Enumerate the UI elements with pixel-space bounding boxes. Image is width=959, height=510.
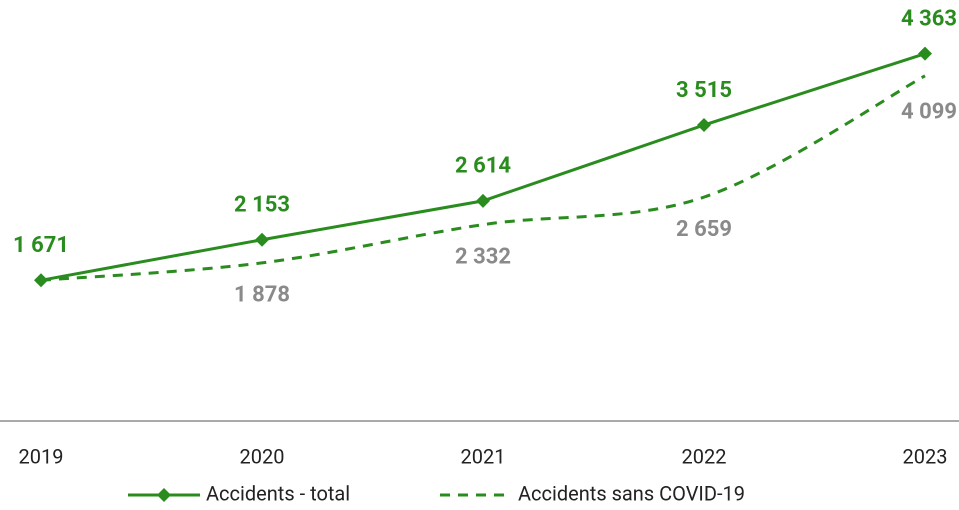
value-label: 1 671 [13,233,69,258]
value-label: 2 153 [234,193,290,218]
value-label: 4 363 [901,6,957,31]
value-label: 2 614 [455,154,511,179]
legend-label: Accidents - total [206,481,350,505]
point [255,232,269,247]
x-tick-label: 2020 [240,444,285,468]
value-label: 2 332 [455,244,511,269]
legend-label: Accidents sans COVID-19 [518,481,745,505]
value-label: 2 659 [676,217,732,242]
x-tick-label: 2021 [461,444,506,468]
value-label: 3 515 [676,78,732,103]
x-tick-label: 2023 [903,444,948,468]
x-tick-label: 2022 [682,444,727,468]
legend-marker [157,488,171,502]
point [476,193,490,208]
value-label: 1 878 [234,283,290,308]
point [918,46,932,61]
point [697,118,711,133]
value-label: 4 099 [901,100,957,125]
series-line [40,74,926,282]
x-tick-label: 2019 [19,444,64,468]
